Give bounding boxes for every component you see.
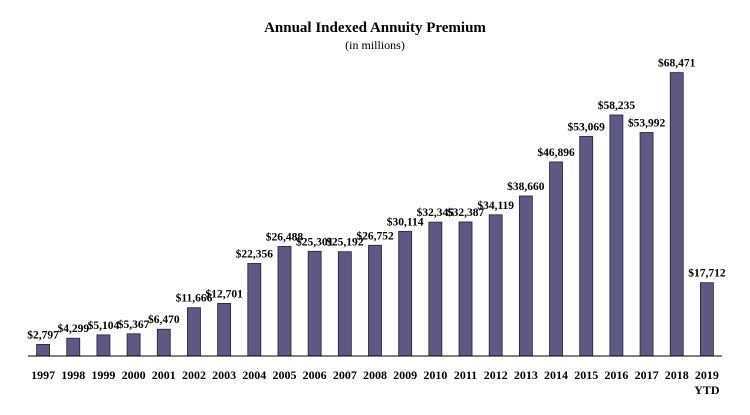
- bar-2006: [307, 250, 322, 357]
- x-tick-label: 2014: [544, 368, 568, 382]
- bar-1998: [66, 337, 81, 357]
- bar-2004: [247, 263, 262, 357]
- data-label: $68,471: [658, 57, 696, 70]
- bar-2010: [428, 221, 443, 357]
- x-tick-label: 2001: [152, 368, 176, 382]
- data-label: $6,470: [148, 313, 180, 326]
- data-label: $58,235: [598, 99, 636, 112]
- x-tick-label: 2012: [484, 368, 508, 382]
- bar-2017: [639, 132, 654, 357]
- data-label: $32,387: [447, 206, 485, 219]
- data-label: $32,345: [417, 206, 455, 219]
- data-label: $25,192: [326, 236, 364, 249]
- data-label: $46,896: [537, 146, 575, 159]
- data-label: $5,104: [88, 319, 120, 332]
- x-tick-label: 2011: [454, 368, 477, 382]
- bar-2012: [488, 214, 503, 357]
- bar-series: [36, 72, 714, 357]
- x-tick-label: 2019: [695, 368, 719, 382]
- data-label: $30,114: [387, 215, 424, 228]
- x-axis-tick-labels: 1997 1998 1999 2000 2001 2002 2003 2004 2005 2006…: [31, 368, 720, 397]
- x-tick-label: 2015: [574, 368, 598, 382]
- bar-1997: [36, 344, 50, 357]
- x-tick-label: 2006: [303, 368, 327, 382]
- data-label: $5,367: [118, 318, 150, 331]
- bar-2013: [518, 195, 533, 357]
- data-label: $26,488: [266, 230, 304, 243]
- bar-2001: [156, 328, 171, 357]
- data-label: $2,797: [27, 328, 59, 341]
- bar-2015: [579, 135, 594, 357]
- bar-2011: [458, 221, 473, 357]
- x-tick-label: 2007: [333, 368, 357, 382]
- data-label: $38,660: [507, 180, 545, 193]
- x-tick-label: 2003: [212, 368, 236, 382]
- data-label: $12,701: [205, 287, 243, 300]
- x-tick-label: 1999: [91, 368, 115, 382]
- data-label: $53,069: [568, 120, 606, 133]
- data-label: $34,119: [477, 199, 514, 212]
- bar-2002: [187, 307, 201, 357]
- bar-2000: [126, 333, 141, 357]
- chart-title: Annual Indexed Annuity Premium: [264, 20, 486, 36]
- x-tick-label: 2016: [604, 368, 628, 382]
- x-tick-label: 2017: [635, 368, 659, 382]
- data-label: $11,666: [176, 292, 213, 305]
- bar-2005: [277, 245, 292, 357]
- x-tick-label: 1997: [31, 368, 55, 382]
- bar-2009: [398, 230, 413, 357]
- bar-2014: [549, 161, 563, 357]
- bar-2008: [368, 244, 382, 357]
- x-tick-label: 2004: [242, 368, 266, 382]
- chart-subtitle: (in millions): [345, 38, 405, 52]
- bar-2019-ytd: [700, 282, 714, 357]
- bar-2003: [217, 303, 232, 357]
- data-label: $17,712: [688, 267, 726, 280]
- bar-2018: [669, 72, 684, 357]
- x-tick-label: 2008: [363, 368, 387, 382]
- x-tick-label: 2013: [514, 368, 538, 382]
- data-label: $4,299: [57, 322, 89, 335]
- data-label: $53,992: [628, 117, 666, 130]
- x-tick-label: 1998: [61, 368, 85, 382]
- x-tick-label: YTD: [694, 383, 720, 397]
- data-labels: $2,797$4,299$5,104$5,367$6,470 $11,666$12…: [27, 57, 726, 342]
- x-tick-label: 2010: [423, 368, 447, 382]
- data-label: $26,752: [356, 229, 394, 242]
- x-tick-label: 2009: [393, 368, 417, 382]
- bar-1999: [96, 334, 111, 357]
- x-tick-label: 2005: [272, 368, 296, 382]
- bar-2007: [337, 251, 352, 357]
- data-label: $22,356: [236, 247, 274, 260]
- x-tick-label: 2002: [182, 368, 206, 382]
- x-tick-label: 2000: [122, 368, 146, 382]
- data-label: $25,301: [296, 235, 334, 248]
- bar-2016: [609, 114, 624, 357]
- x-tick-label: 2018: [665, 368, 689, 382]
